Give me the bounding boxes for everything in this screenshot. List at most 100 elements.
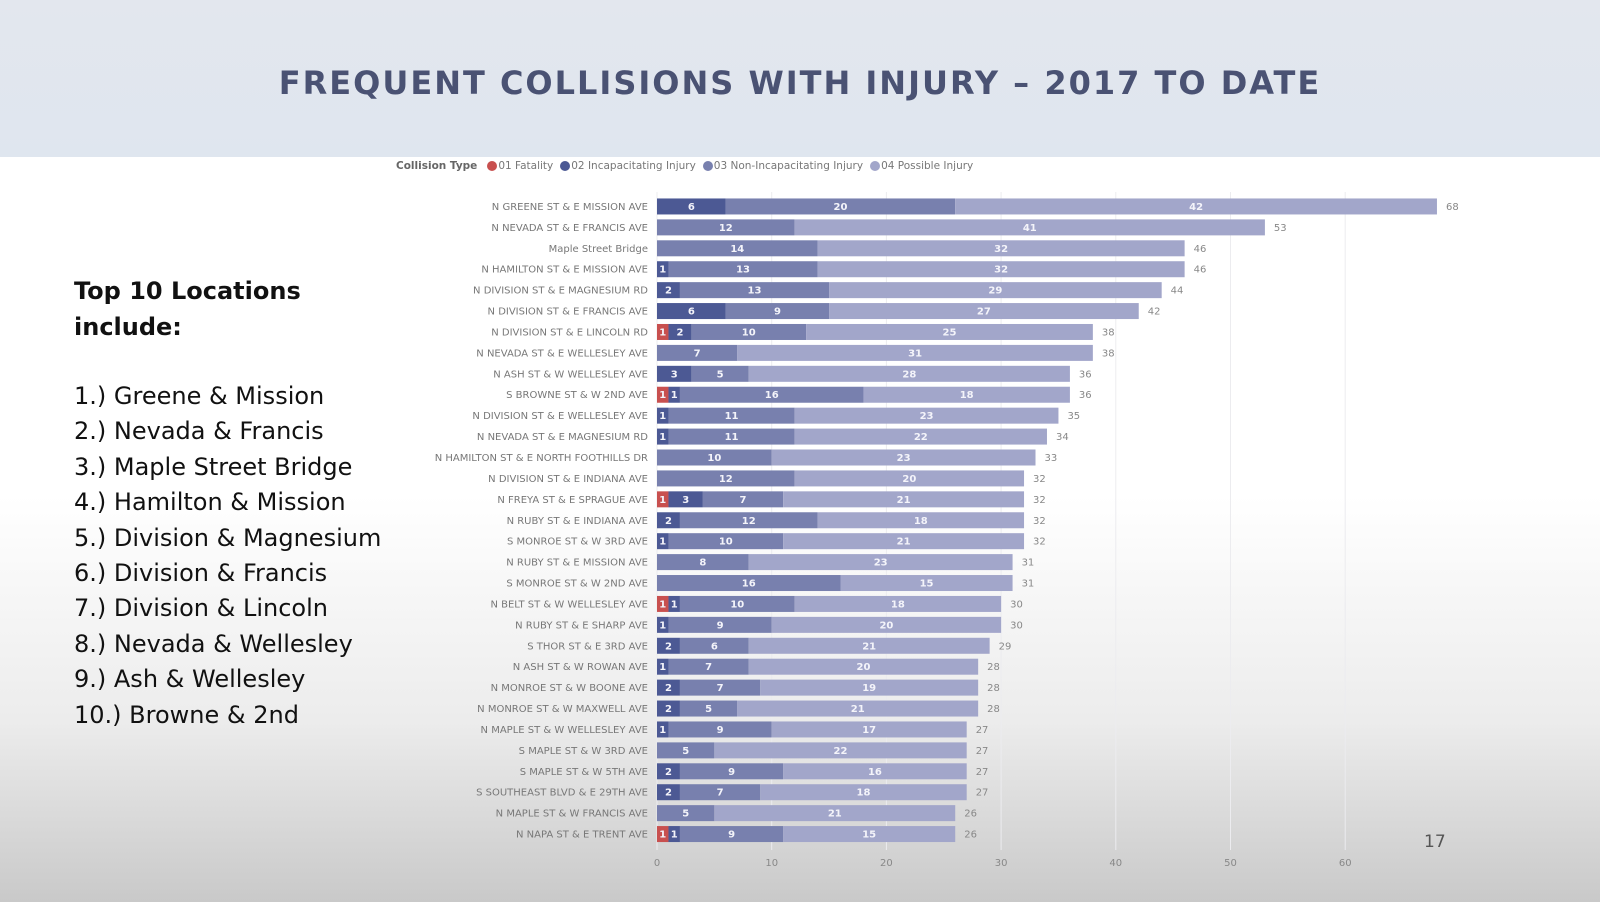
bar-segment [679,826,784,843]
top-locations-list: 1.) Greene & Mission 2.) Nevada & Franci… [74,379,381,733]
segment-label: 6 [711,641,718,652]
bar-segment [679,679,761,696]
segment-label: 12 [742,516,756,527]
segment-label: 7 [717,788,724,799]
location-item: 7.) Division & Lincoln [74,594,328,623]
total-label: 26 [964,809,977,820]
legend-label: 03 Non-Incapacitating Injury [713,160,864,172]
segment-label: 14 [730,244,744,255]
title-banner [0,0,1600,157]
segment-label: 1 [671,599,678,610]
segment-label: 18 [914,516,928,527]
segment-label: 18 [960,390,974,401]
bar-segment [714,805,956,822]
segment-label: 2 [665,516,672,527]
bar-segment [783,533,1025,550]
bar-segment [668,533,784,550]
segment-label: 18 [891,599,905,610]
bar-segment [691,323,807,340]
category-label: N FREYA ST & E SPRAGUE AVE [497,495,648,506]
legend-item-non-incapacitating[interactable]: 03 Non-Incapacitating Injury [702,160,864,172]
bar-segment [657,637,680,654]
segment-label: 1 [659,662,666,673]
category-label: N DIVISION ST & E MAGNESIUM RD [473,286,648,297]
category-label: S MAPLE ST & W 3RD AVE [519,746,648,757]
bar-segment [657,700,680,717]
total-label: 46 [1194,244,1207,255]
category-label: N RUBY ST & E SHARP AVE [515,620,648,631]
bar-segment [691,365,749,382]
legend-dot-icon [487,161,498,171]
category-label: N MAPLE ST & W FRANCIS AVE [496,809,648,820]
category-label: N NEVADA ST & E FRANCIS AVE [491,223,648,234]
segment-label: 10 [742,327,756,338]
total-label: 68 [1446,202,1459,213]
bar-segment [817,261,1185,278]
legend-label: 04 Possible Injury [881,160,974,172]
segment-label: 7 [705,662,712,673]
bar-segment [794,595,1002,612]
segment-label: 7 [694,348,701,359]
total-label: 30 [1010,599,1023,610]
bar-segment [794,407,1059,424]
bar-segment [668,595,680,612]
category-label: N RUBY ST & E MISSION AVE [506,558,648,569]
segment-label: 41 [1023,223,1037,234]
total-label: 35 [1067,411,1080,422]
x-tick-label: 60 [1339,858,1352,869]
segment-label: 20 [879,620,893,631]
total-label: 28 [987,704,1000,715]
segment-label: 21 [897,537,911,548]
bar-segment [955,198,1437,215]
total-label: 31 [1022,579,1035,590]
segment-label: 1 [659,265,666,276]
bar-segment [668,826,680,843]
total-label: 31 [1022,558,1035,569]
bar-segment [771,721,967,738]
location-item: 1.) Greene & Mission [74,382,325,410]
category-label: N NAPA ST & E TRENT AVE [516,830,648,841]
category-label: N HAMILTON ST & E NORTH FOOTHILLS DR [435,453,648,464]
segment-label: 2 [665,683,672,694]
bar-segment [657,323,669,340]
location-item: 2.) Nevada & Francis [74,417,324,446]
bar-segment [679,386,864,403]
segment-label: 21 [828,809,842,820]
category-label: N DIVISION ST & E WELLESLEY AVE [472,411,648,422]
total-label: 29 [999,641,1012,652]
bar-segment [668,428,795,445]
segment-label: 16 [868,767,882,778]
bar-segment [657,198,726,215]
segment-label: 1 [659,725,666,736]
segment-label: 2 [665,788,672,799]
total-label: 32 [1033,474,1046,485]
bar-segment [657,491,669,508]
bar-segment [725,303,830,320]
x-tick-label: 10 [765,858,778,869]
bar-segment [657,616,669,633]
segment-label: 42 [1189,202,1203,213]
segment-label: 2 [665,286,672,297]
bar-segment [657,533,669,550]
top-locations-panel: Top 10 Locations include: 1.) Greene & M… [74,273,381,733]
page-number: 17 [1424,832,1446,852]
segment-label: 2 [665,704,672,715]
segment-label: 28 [902,369,916,380]
segment-label: 10 [730,599,744,610]
category-label: N HAMILTON ST & E MISSION AVE [481,265,648,276]
legend-item-possible[interactable]: 04 Possible Injury [870,160,973,172]
bar-segment [657,658,669,675]
bar-segment [668,491,703,508]
legend-item-incapacitating[interactable]: 02 Incapacitating Injury [560,160,696,172]
bar-segment [668,323,692,340]
segment-label: 12 [719,223,733,234]
segment-label: 13 [748,286,762,297]
bar-segment [668,386,680,403]
segment-label: 23 [920,411,934,422]
legend-item-fatality[interactable]: 01 Fatality [487,160,553,172]
segment-label: 16 [742,579,756,590]
segment-label: 20 [856,662,870,673]
segment-label: 12 [719,474,733,485]
bar-segment [806,323,1093,340]
category-label: S BROWNE ST & W 2ND AVE [506,390,648,401]
